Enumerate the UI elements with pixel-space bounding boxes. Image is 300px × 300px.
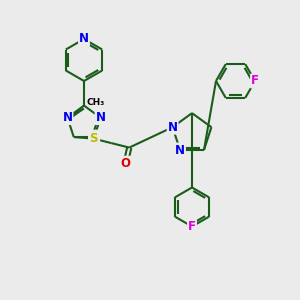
Text: N: N xyxy=(175,143,185,157)
Text: N: N xyxy=(79,32,89,46)
Text: N: N xyxy=(95,111,106,124)
Text: F: F xyxy=(251,74,259,88)
Text: F: F xyxy=(188,220,196,233)
Text: S: S xyxy=(89,132,98,145)
Text: CH₃: CH₃ xyxy=(86,98,105,107)
Text: N: N xyxy=(62,111,73,124)
Text: N: N xyxy=(89,130,99,144)
Text: O: O xyxy=(121,157,131,170)
Text: N: N xyxy=(168,121,178,134)
